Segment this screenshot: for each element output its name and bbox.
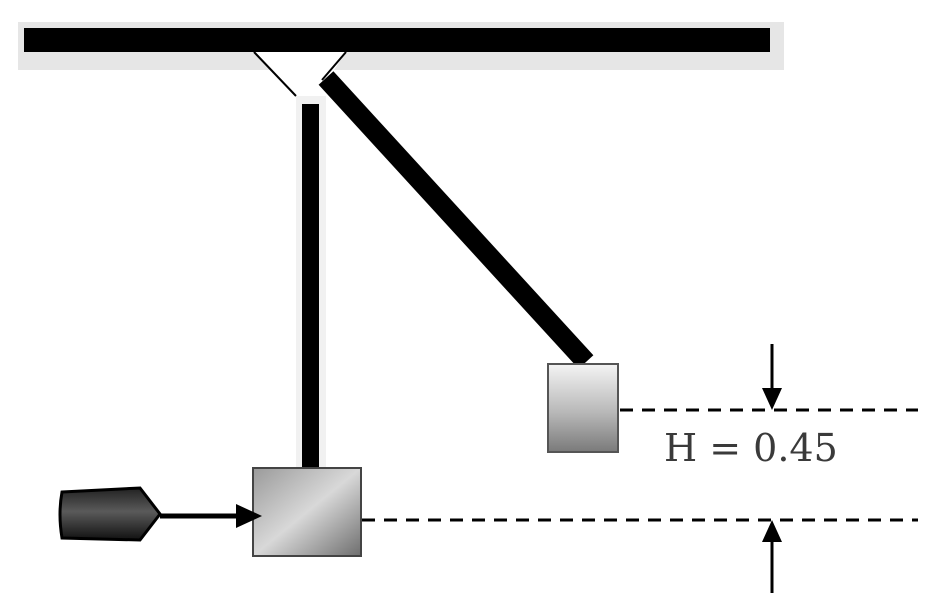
lower-block [252, 467, 362, 557]
height-label: H = 0.45 [664, 426, 838, 470]
bullet-body [58, 486, 162, 542]
raised-block [547, 363, 619, 453]
arrow-up-icon [762, 520, 782, 593]
arrow-down-icon [762, 344, 782, 410]
velocity-arrow [160, 504, 262, 528]
bullet [58, 486, 162, 542]
vertical-rod [296, 96, 326, 468]
ceiling [18, 22, 784, 70]
ceiling-bar [24, 28, 770, 52]
diagonal-rod [318, 71, 594, 369]
